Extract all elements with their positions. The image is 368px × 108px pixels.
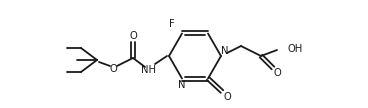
Text: F: F bbox=[169, 19, 175, 29]
Text: N: N bbox=[178, 79, 186, 90]
Text: O: O bbox=[129, 31, 137, 41]
Text: OH: OH bbox=[287, 44, 302, 54]
Text: O: O bbox=[273, 68, 281, 78]
Text: O: O bbox=[109, 64, 117, 74]
Text: O: O bbox=[223, 91, 231, 102]
Text: NH: NH bbox=[142, 65, 156, 75]
Text: N: N bbox=[221, 46, 229, 56]
